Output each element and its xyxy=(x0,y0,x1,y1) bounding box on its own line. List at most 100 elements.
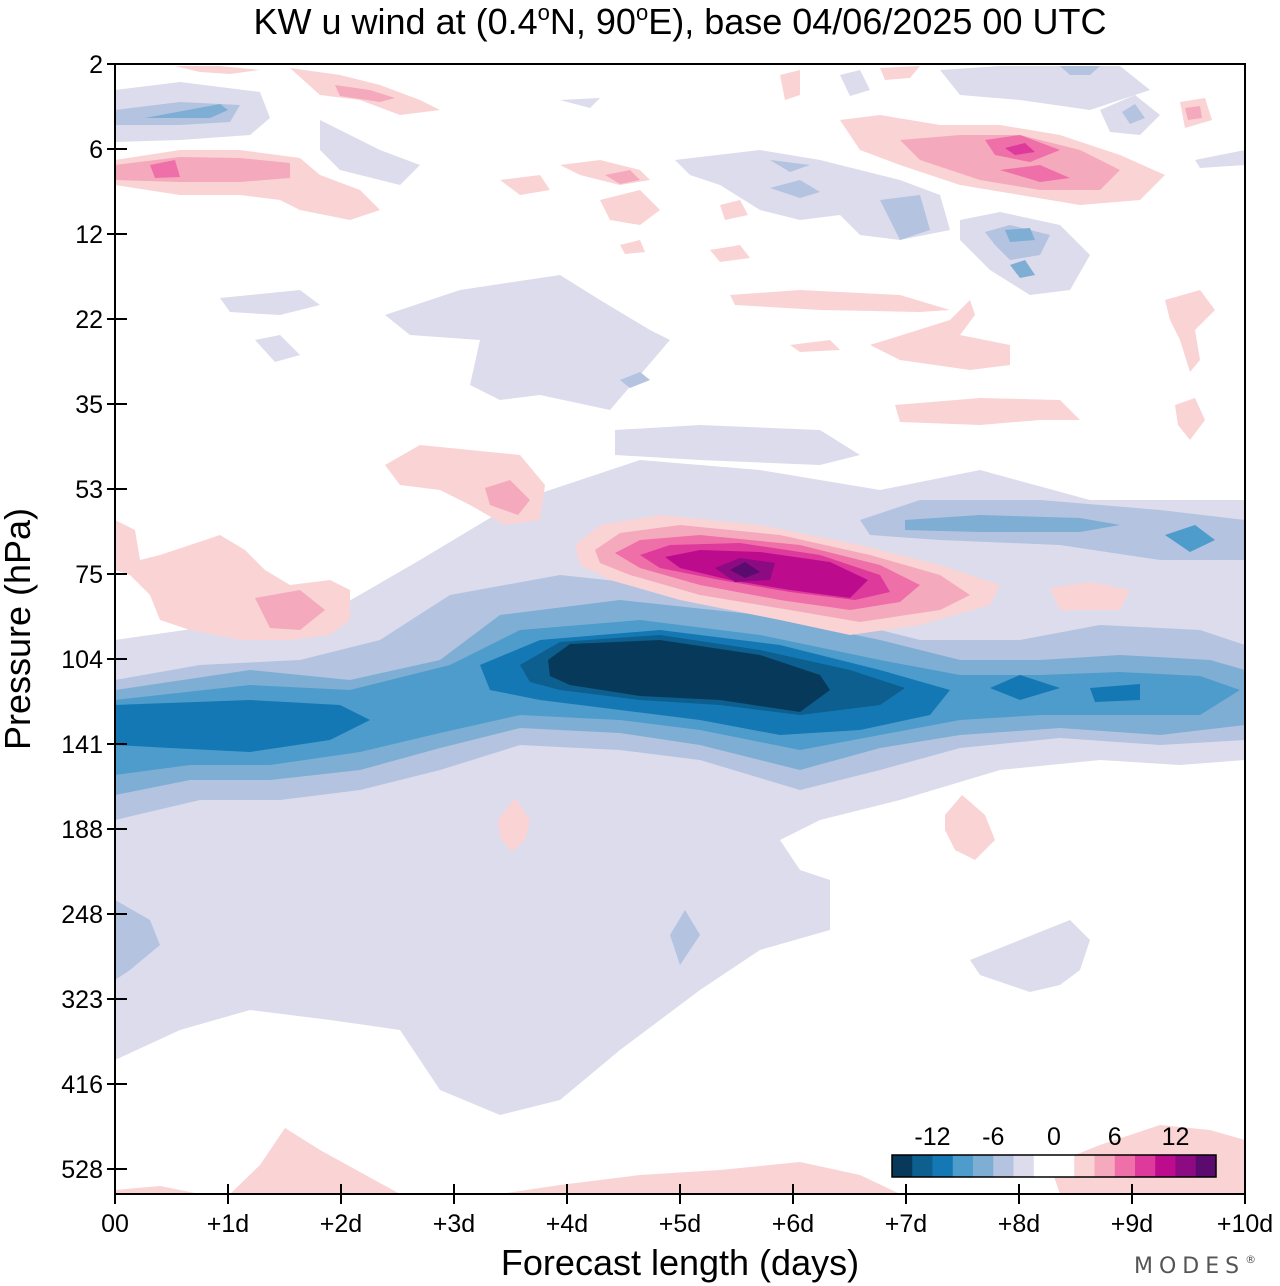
colorbar-tick-label: 12 xyxy=(1162,1123,1190,1151)
contour-neg-lowmid xyxy=(670,910,700,965)
colorbar-swatch xyxy=(973,1155,994,1177)
contour-pos-bottom1 xyxy=(230,1128,400,1194)
y-tick-label: 35 xyxy=(75,391,103,419)
colorbar-tick-label: -6 xyxy=(982,1123,1004,1151)
contour-neg-14 xyxy=(548,640,830,712)
contour-pos-top4c xyxy=(605,170,640,184)
contour-neg-upper-core2 xyxy=(1165,525,1215,552)
colorbar-frame xyxy=(891,1154,1217,1178)
contour-neg-upper2c xyxy=(770,180,820,198)
contour-pos-top8 xyxy=(720,200,748,220)
colorbar-swatch xyxy=(1175,1155,1197,1177)
contour-neg-upper2d xyxy=(880,195,930,240)
contour-neg-mid1 xyxy=(385,275,670,410)
contour-pos-14 xyxy=(730,562,760,578)
colorbar-swatch xyxy=(1013,1155,1035,1177)
y-tick-label: 323 xyxy=(61,986,103,1014)
contour-neg-2 xyxy=(115,460,1245,1115)
contour-neg-top5 xyxy=(1195,150,1245,168)
contour-pos-22 xyxy=(870,300,1010,370)
contour-neg-top2 xyxy=(320,120,420,185)
y-tick-label: 53 xyxy=(75,476,103,504)
contour-neg-top7 xyxy=(560,98,600,108)
contour-neg-upper2 xyxy=(675,150,950,240)
contour-neg-10c xyxy=(990,675,1060,700)
contour-pos-top4 xyxy=(500,175,550,195)
colorbar-swatch xyxy=(1155,1155,1176,1177)
contour-pos-right xyxy=(1050,582,1130,610)
x-tick-label: +10d xyxy=(1217,1210,1273,1238)
contour-pos-left xyxy=(115,520,350,640)
contour-neg-upper-core xyxy=(905,515,1120,532)
contour-pos-mid xyxy=(385,445,545,525)
contour-neg-top3b xyxy=(1060,66,1100,75)
contour-pos-bottom3 xyxy=(500,1162,900,1194)
x-tick-label: 00 xyxy=(101,1210,129,1238)
contour-pos-22b xyxy=(730,290,950,312)
colorbar-tick-label: -12 xyxy=(914,1123,950,1151)
chart-title: KW u wind at (0.4oN, 90oE), base 04/06/2… xyxy=(254,0,1107,42)
colorbar-legend: -12 -6 0 6 12 xyxy=(891,1123,1217,1178)
y-tick-label: 188 xyxy=(61,816,103,844)
contour-neg-10a xyxy=(115,700,370,752)
x-axis-label: Forecast length (days) xyxy=(501,1242,859,1283)
contour-pos-188b xyxy=(945,795,995,860)
y-tick-label: 6 xyxy=(89,136,103,164)
x-tick-label: +8d xyxy=(998,1210,1040,1238)
contour-neg-mid4 xyxy=(615,425,860,465)
contour-neg-upper3c xyxy=(1005,228,1035,242)
y-tick-label: 75 xyxy=(75,561,103,589)
modes-logo: MODES® xyxy=(1134,1253,1262,1279)
colorbar-swatch xyxy=(1135,1155,1156,1177)
contour-pos-188a xyxy=(498,798,530,852)
y-tick-label: 248 xyxy=(61,901,103,929)
colorbar-swatch xyxy=(1195,1155,1217,1177)
colorbar-tick-label: 0 xyxy=(1047,1123,1061,1151)
contour-neg-lowleft xyxy=(115,900,160,980)
x-tick-label: +4d xyxy=(546,1210,588,1238)
y-axis: 2 6 12 22 35 53 75 104 141 188 248 323 416 528 xyxy=(61,51,127,1184)
x-tick-label: +3d xyxy=(433,1210,475,1238)
y-tick-label: 104 xyxy=(61,646,103,674)
y-tick-label: 12 xyxy=(75,221,103,249)
contour-pos-top4b xyxy=(560,160,650,185)
contour-pos-top7 xyxy=(710,245,750,262)
x-tick-label: +9d xyxy=(1111,1210,1153,1238)
x-tick-label: +1d xyxy=(207,1210,249,1238)
contour-neg-upper3d xyxy=(1010,260,1035,278)
colorbar-swatch xyxy=(1054,1155,1075,1177)
contour-neg-lowright xyxy=(970,920,1090,992)
y-tick-label: 416 xyxy=(61,1071,103,1099)
contour-pos-top10e xyxy=(1000,165,1070,182)
contour-neg-mid2 xyxy=(255,335,300,362)
x-axis: 00 +1d +2d +3d +4d +5d +6d +7d +8d +9d +10d xyxy=(101,1184,1273,1238)
colorbar-swatch xyxy=(1114,1155,1136,1177)
contour-pos-top2b xyxy=(335,85,395,102)
x-tick-label: +7d xyxy=(885,1210,927,1238)
contour-neg-top1c xyxy=(145,104,228,118)
colorbar-swatch xyxy=(892,1155,913,1177)
contour-neg-top4b xyxy=(1122,104,1145,124)
contour-pos-top11 xyxy=(880,66,920,80)
contour-pos-22d xyxy=(1165,290,1215,372)
y-tick-label: 528 xyxy=(61,1156,103,1184)
colorbar-tick-label: 6 xyxy=(1108,1123,1122,1151)
colorbar-swatch xyxy=(1033,1155,1055,1177)
contour-pos-bottom2 xyxy=(115,1186,200,1194)
contour-pos-left-core xyxy=(255,590,325,630)
contour-pos-top5 xyxy=(600,190,660,225)
colorbar-swatch xyxy=(993,1155,1014,1177)
contour-pos-22c xyxy=(790,340,840,352)
contour-pos-35b xyxy=(1175,398,1205,440)
contour-pos-top3 xyxy=(175,66,260,74)
contour-neg-top6 xyxy=(840,70,870,96)
contour-neg-top3 xyxy=(940,66,1150,110)
x-tick-label: +5d xyxy=(659,1210,701,1238)
contour-pos-top12b xyxy=(1185,106,1202,120)
x-tick-label: +6d xyxy=(772,1210,814,1238)
y-tick-label: 2 xyxy=(89,51,103,79)
contour-neg-mid5 xyxy=(620,372,650,388)
contour-pos-mid-core xyxy=(485,480,530,515)
contour-pos-top10d xyxy=(1005,143,1035,155)
